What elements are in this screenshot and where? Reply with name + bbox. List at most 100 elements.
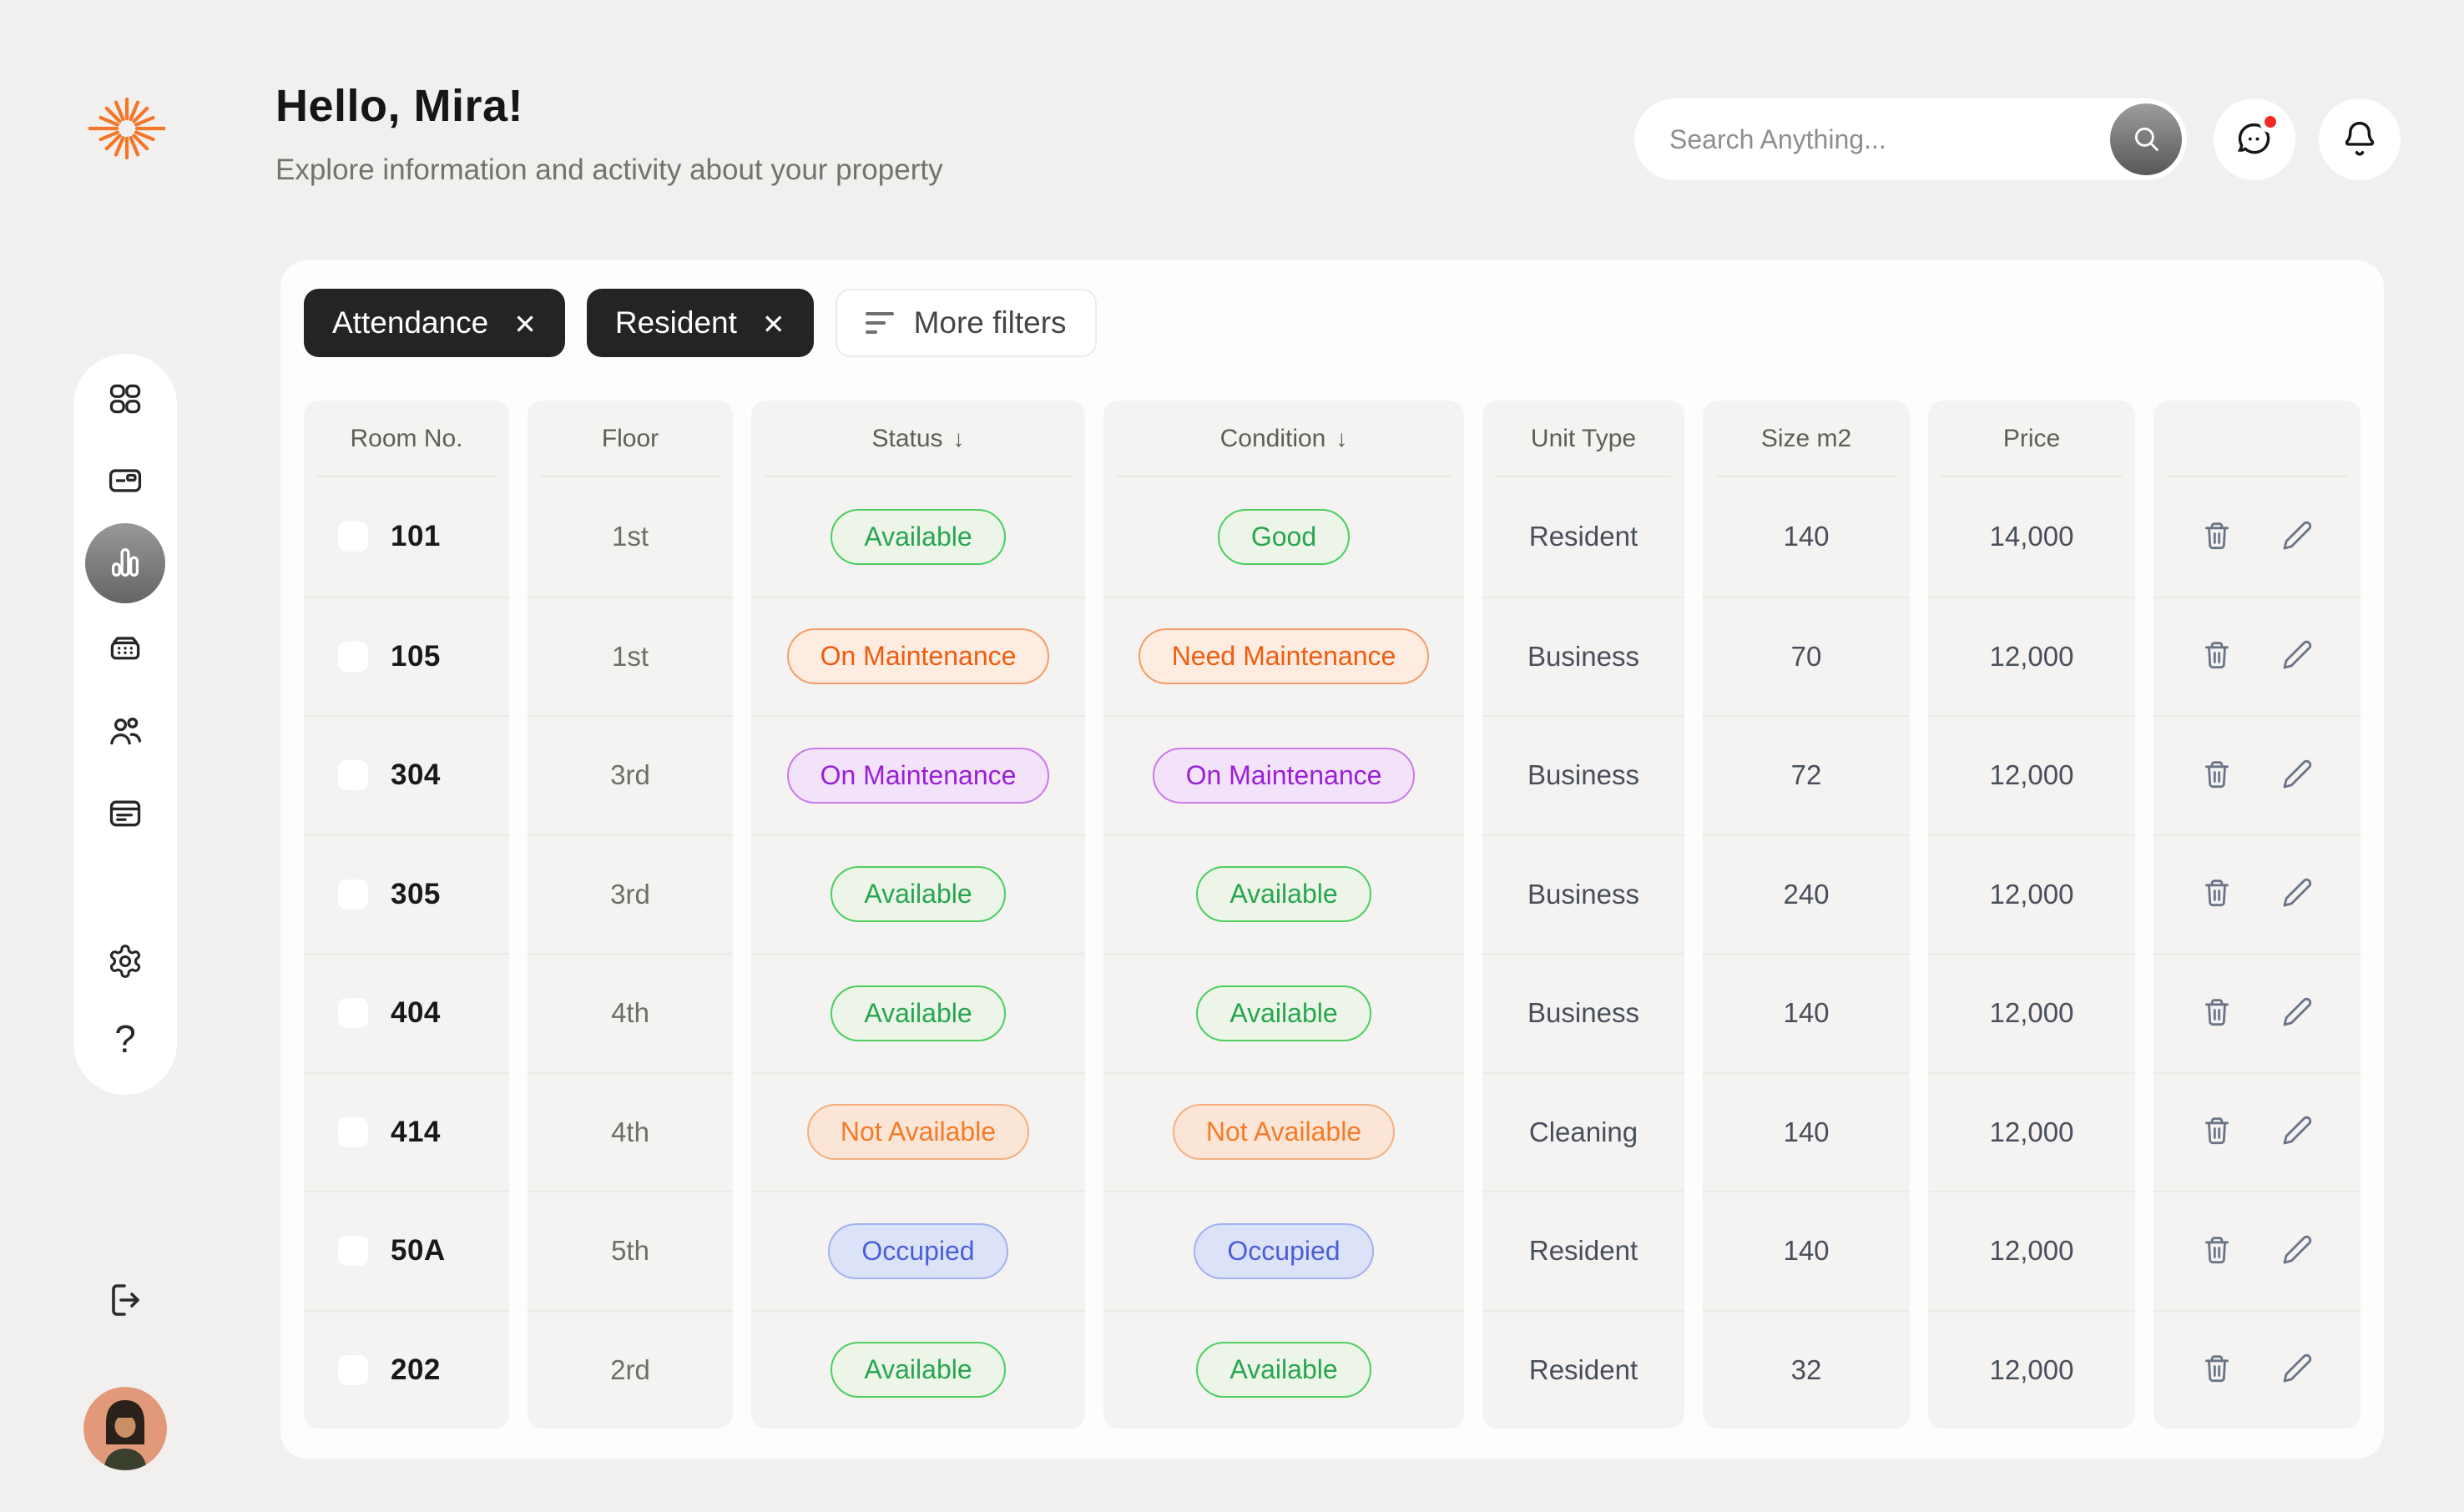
floor-value: 3rd (610, 759, 650, 791)
delete-row-button[interactable] (2199, 1232, 2235, 1269)
cell-room: 414 (304, 1071, 509, 1192)
column-header-condition[interactable]: Condition ↓ (1103, 401, 1464, 477)
cell-floor: 2rd (528, 1309, 733, 1429)
delete-row-button[interactable] (2199, 876, 2235, 913)
notification-dot (2260, 111, 2281, 133)
cell-floor: 4th (528, 953, 733, 1072)
edit-row-button[interactable] (2279, 876, 2315, 913)
row-checkbox[interactable] (337, 878, 369, 910)
sort-descending-icon: ↓ (952, 426, 965, 451)
edit-pencil-icon (2280, 1352, 2314, 1388)
cell-actions (2153, 1191, 2360, 1310)
edit-row-button[interactable] (2279, 518, 2315, 555)
condition-badge: Need Maintenance (1138, 628, 1430, 685)
sidebar-item-calendar[interactable] (105, 794, 145, 834)
price-value: 12,000 (1989, 1116, 2074, 1147)
settings-gear-icon (107, 943, 144, 982)
column-header-label: Condition (1219, 425, 1326, 452)
row-checkbox[interactable] (337, 1353, 369, 1386)
column-header-label: Size m2 (1760, 425, 1852, 452)
cell-unit_type: Resident (1482, 1191, 1684, 1310)
sidebar-item-property[interactable] (105, 627, 145, 668)
cell-size: 140 (1703, 953, 1910, 1072)
room-number: 304 (391, 759, 441, 792)
column-price: Price 14,000 12,000 12,000 12,000 12,000 12,00… (1928, 401, 2135, 1429)
row-checkbox[interactable] (337, 521, 369, 553)
room-number: 414 (391, 1115, 441, 1148)
messages-button[interactable] (2214, 98, 2295, 180)
edit-row-button[interactable] (2279, 638, 2315, 675)
search-button[interactable] (2110, 103, 2182, 175)
cell-price: 12,000 (1928, 953, 2135, 1072)
page-subtitle: Explore information and activity about y… (275, 154, 943, 186)
row-checkbox[interactable] (337, 1116, 369, 1148)
price-value: 12,000 (1989, 878, 2074, 910)
rooms-table: Room No. 101 105 304 305 404 414 50A 202 Floor 1st… (304, 401, 2360, 1429)
user-avatar[interactable] (83, 1387, 167, 1470)
size-value: 140 (1783, 997, 1830, 1029)
sidebar-item-residents[interactable] (105, 712, 145, 752)
search-input[interactable] (1634, 123, 2110, 155)
cell-room: 404 (304, 953, 509, 1072)
cell-unit_type: Business (1482, 715, 1684, 834)
logout-button[interactable] (105, 1280, 145, 1320)
cell-size: 32 (1703, 1309, 1910, 1429)
sidebar-item-dashboard[interactable] (105, 380, 145, 420)
cell-price: 12,000 (1928, 1191, 2135, 1310)
cell-status: On Maintenance (751, 715, 1085, 834)
sidebar-item-settings[interactable] (105, 942, 145, 982)
cell-price: 12,000 (1928, 1309, 2135, 1429)
cell-unit_type: Business (1482, 953, 1684, 1072)
sidebar-item-analytics[interactable] (85, 523, 165, 603)
cell-condition: Available (1103, 953, 1464, 1072)
edit-pencil-icon (2280, 1114, 2314, 1150)
edit-pencil-icon (2280, 758, 2314, 794)
delete-row-button[interactable] (2199, 1352, 2235, 1389)
status-badge: Available (831, 866, 1006, 923)
delete-row-button[interactable] (2199, 995, 2235, 1031)
cell-condition: Good (1103, 477, 1464, 597)
row-checkbox[interactable] (337, 997, 369, 1030)
close-icon[interactable]: ✕ (513, 308, 537, 340)
cell-status: Occupied (751, 1191, 1085, 1310)
cell-price: 14,000 (1928, 477, 2135, 597)
row-checkbox[interactable] (337, 759, 369, 792)
delete-row-button[interactable] (2199, 518, 2235, 555)
edit-row-button[interactable] (2279, 1114, 2315, 1151)
sidebar-item-help[interactable]: ? (105, 1017, 145, 1061)
row-checkbox[interactable] (337, 640, 369, 673)
trash-icon (2200, 1233, 2234, 1269)
delete-row-button[interactable] (2199, 638, 2235, 675)
cell-floor: 1st (528, 596, 733, 716)
status-badge: Not Available (806, 1104, 1030, 1161)
notifications-button[interactable] (2319, 98, 2401, 180)
sidebar-item-payments[interactable] (105, 461, 145, 501)
close-icon[interactable]: ✕ (761, 308, 785, 340)
cell-room: 202 (304, 1309, 509, 1429)
column-header-size: Size m2 (1703, 401, 1910, 477)
row-checkbox[interactable] (337, 1235, 369, 1268)
cell-floor: 4th (528, 1071, 733, 1192)
column-header-unit_type: Unit Type (1482, 401, 1684, 477)
cell-condition: Available (1103, 1309, 1464, 1429)
size-value: 240 (1783, 878, 1830, 910)
edit-row-button[interactable] (2279, 995, 2315, 1031)
delete-row-button[interactable] (2199, 1114, 2235, 1151)
edit-row-button[interactable] (2279, 1232, 2315, 1269)
cell-status: On Maintenance (751, 596, 1085, 716)
cell-floor: 5th (528, 1191, 733, 1310)
cell-actions (2153, 715, 2360, 834)
cell-room: 105 (304, 596, 509, 716)
filter-chip-resident[interactable]: Resident ✕ (586, 289, 814, 357)
more-filters-button[interactable]: More filters (835, 289, 1097, 357)
floor-value: 4th (611, 1116, 649, 1147)
price-value: 12,000 (1989, 997, 2074, 1029)
rooms-panel: Attendance ✕ Resident ✕ More filters Roo… (280, 260, 2384, 1459)
filter-chip-attendance[interactable]: Attendance ✕ (304, 289, 565, 357)
help-icon: ? (114, 1017, 136, 1061)
edit-row-button[interactable] (2279, 1352, 2315, 1389)
delete-row-button[interactable] (2199, 757, 2235, 794)
edit-row-button[interactable] (2279, 757, 2315, 794)
cell-room: 305 (304, 834, 509, 954)
column-header-status[interactable]: Status ↓ (751, 401, 1085, 477)
